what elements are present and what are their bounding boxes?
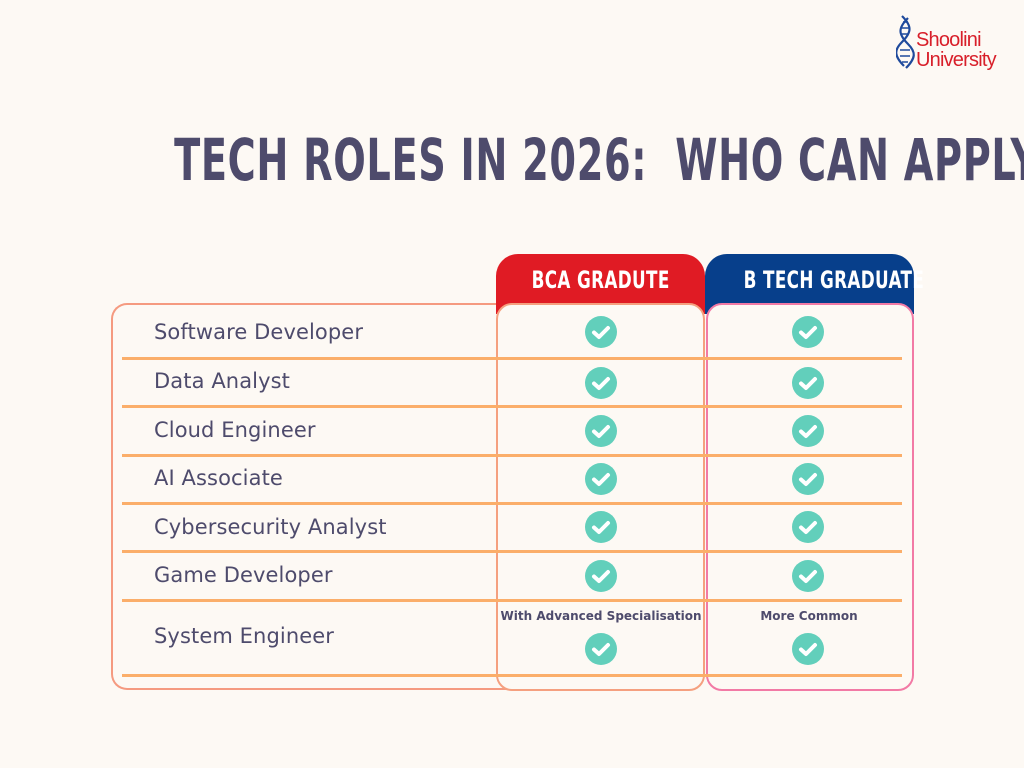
shoolini-university-logo: Shoolini University [896, 14, 1016, 76]
check-circle-icon [792, 511, 824, 543]
check-circle-icon [792, 633, 824, 665]
role-label: AI Associate [154, 466, 283, 490]
check-circle-icon [585, 560, 617, 592]
check-circle-icon [585, 463, 617, 495]
check-circle-icon [585, 415, 617, 447]
role-label: Software Developer [154, 320, 364, 344]
row-divider [122, 599, 902, 602]
column-header-btech-label: B TECH GRADUATE [743, 266, 925, 294]
logo-text-university: University [916, 49, 997, 71]
check-circle-icon [792, 560, 824, 592]
row-divider [122, 454, 902, 457]
column-header-bca-label: BCA GRADUTE [531, 266, 670, 294]
dna-helix-icon [896, 15, 915, 69]
page-title: TECH ROLES IN 2026: WHO CAN APPLY? [174, 126, 1024, 194]
role-label: Cloud Engineer [154, 418, 316, 442]
roles-table-frame [111, 303, 513, 690]
check-circle-icon [585, 511, 617, 543]
check-circle-icon [585, 367, 617, 399]
role-label: System Engineer [154, 624, 335, 648]
row-divider [122, 357, 902, 360]
check-circle-icon [792, 367, 824, 399]
row-divider [122, 502, 902, 505]
check-circle-icon [792, 463, 824, 495]
role-label: Game Developer [154, 563, 333, 587]
check-circle-icon [585, 316, 617, 348]
check-circle-icon [792, 415, 824, 447]
check-circle-icon [585, 633, 617, 665]
logo-text-shoolini: Shoolini [916, 29, 982, 51]
row-divider [122, 550, 902, 553]
role-label: Cybersecurity Analyst [154, 515, 387, 539]
bca-note: With Advanced Specialisation [500, 609, 702, 623]
check-circle-icon [792, 316, 824, 348]
row-divider [122, 674, 902, 677]
row-divider [122, 405, 902, 408]
role-label: Data Analyst [154, 369, 290, 393]
btech-note: More Common [760, 609, 858, 623]
